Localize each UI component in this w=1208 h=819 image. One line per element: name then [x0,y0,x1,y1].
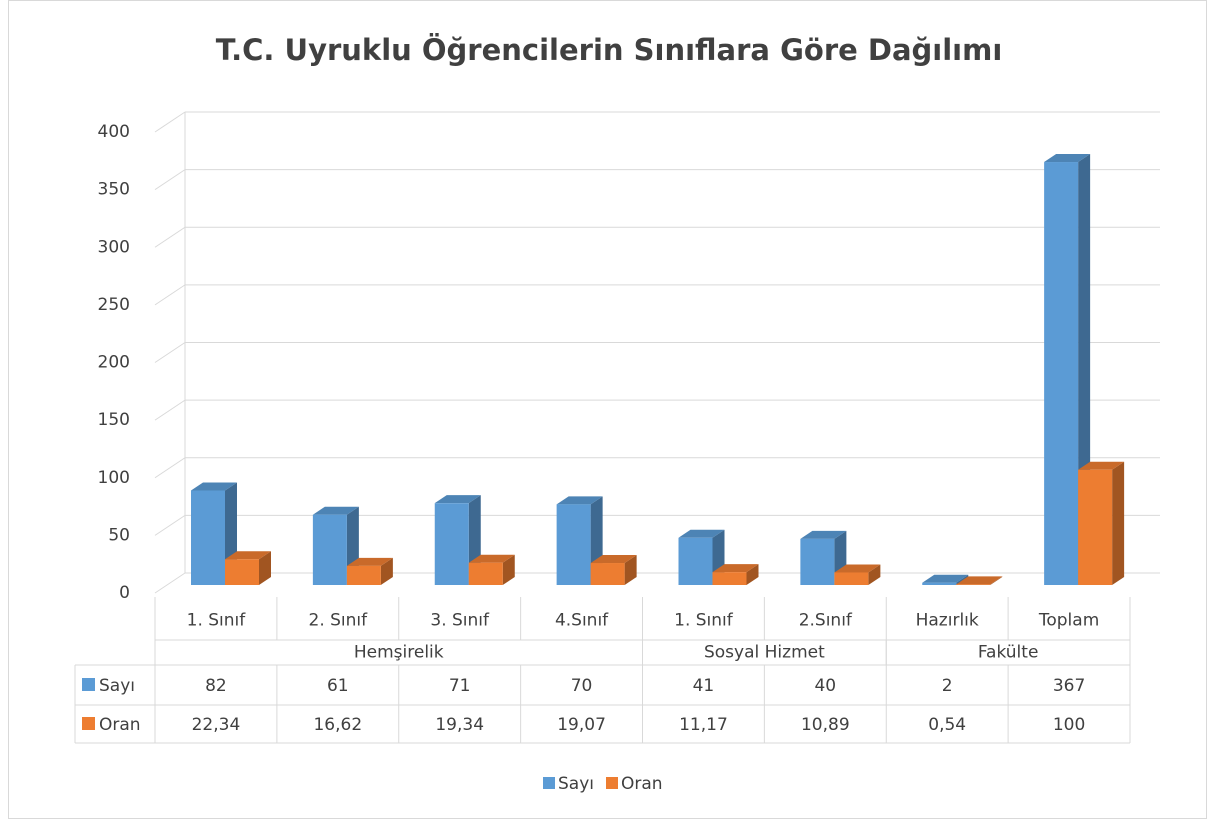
bar [1078,469,1113,585]
bar-side [868,564,881,585]
x-tick-label: 2.Sınıf [799,611,853,631]
table-row-label: Sayı [99,676,135,696]
y-tick-label: 0 [119,583,130,603]
bar-top [712,564,759,573]
grid-line [154,457,186,479]
table-value: 100 [1053,715,1085,735]
table-value: 70 [571,676,593,696]
grid-line [154,111,186,133]
bar [468,562,503,585]
bar [590,563,625,585]
bar-side [502,554,515,585]
bar-top [678,529,725,538]
table-value: 22,34 [192,715,241,735]
bar-top [225,551,271,560]
table-legend-key [82,717,95,730]
table-value: 19,34 [435,715,484,735]
y-tick-label: 300 [98,237,130,257]
table-value: 19,07 [557,715,606,735]
y-tick-label: 100 [98,468,130,488]
group-label: Hemşirelik [354,643,444,663]
table-value: 41 [693,676,715,696]
x-tick-label: 2. Sınıf [309,611,369,631]
bar-top [312,506,359,515]
table-value: 71 [449,676,471,696]
bar-side [259,551,271,585]
bar [922,582,957,585]
bar-top [191,482,237,491]
legend-label: Sayı [558,774,594,794]
bar-side [990,576,1003,585]
chart-frame [8,0,1207,819]
bar [191,490,225,585]
y-tick-label: 200 [98,353,130,373]
bar-side [746,564,759,585]
x-tick-label: 1. Sınıf [674,611,734,631]
table-value: 0,54 [928,715,966,735]
grid-line [154,284,186,306]
y-tick-label: 50 [108,525,130,545]
table-legend-key [82,678,95,691]
grid-line [154,226,186,248]
bar [434,503,469,585]
y-tick-label: 350 [98,180,130,200]
grid-line [154,572,186,594]
bar [712,572,747,585]
bar [1044,162,1079,585]
table-value: 2 [942,676,953,696]
bar-top [468,554,515,563]
y-tick-label: 150 [98,410,130,430]
bar-top [956,576,1003,585]
grid-line [154,514,186,536]
bar-top [1078,461,1125,470]
table-row-label: Oran [99,715,141,735]
bar [834,572,869,585]
table-value: 40 [814,676,836,696]
chart-title: T.C. Uyruklu Öğrencilerin Sınıflara Göre… [216,33,1003,67]
table-value: 10,89 [801,715,850,735]
bar-side [624,555,637,585]
bar-side [380,557,393,585]
table-value: 61 [327,676,349,696]
bar-top [346,557,393,566]
bar-top [1044,154,1091,163]
bar [956,584,991,585]
bar [556,504,591,585]
bar [800,538,835,585]
legend-key [606,777,618,789]
x-tick-label: 4.Sınıf [555,611,609,631]
y-tick-label: 400 [98,122,130,142]
bar-top [800,530,847,539]
bar [346,565,381,585]
grid-line [154,342,186,363]
table-value: 16,62 [313,715,362,735]
x-tick-label: Toplam [1038,611,1099,631]
legend-key [543,777,555,789]
table-value: 367 [1053,676,1085,696]
bar [225,559,259,585]
table-value: 11,17 [679,715,728,735]
bar [678,537,713,585]
table-value: 82 [205,676,227,696]
grid-line [154,399,186,421]
grid-line [154,169,186,191]
x-tick-label: 3. Sınıf [430,611,490,631]
bar-top [590,555,637,564]
bar-top [834,564,881,573]
bar-top [434,495,481,504]
bar-top [922,574,969,583]
x-tick-label: Hazırlık [916,611,979,631]
legend-label: Oran [621,774,663,794]
bar-side [1112,461,1125,585]
group-label: Sosyal Hizmet [704,643,825,663]
y-tick-label: 250 [98,295,130,315]
bar-top [556,496,603,505]
group-label: Fakülte [978,643,1039,663]
x-tick-label: 1. Sınıf [187,611,247,631]
bar [312,514,347,585]
